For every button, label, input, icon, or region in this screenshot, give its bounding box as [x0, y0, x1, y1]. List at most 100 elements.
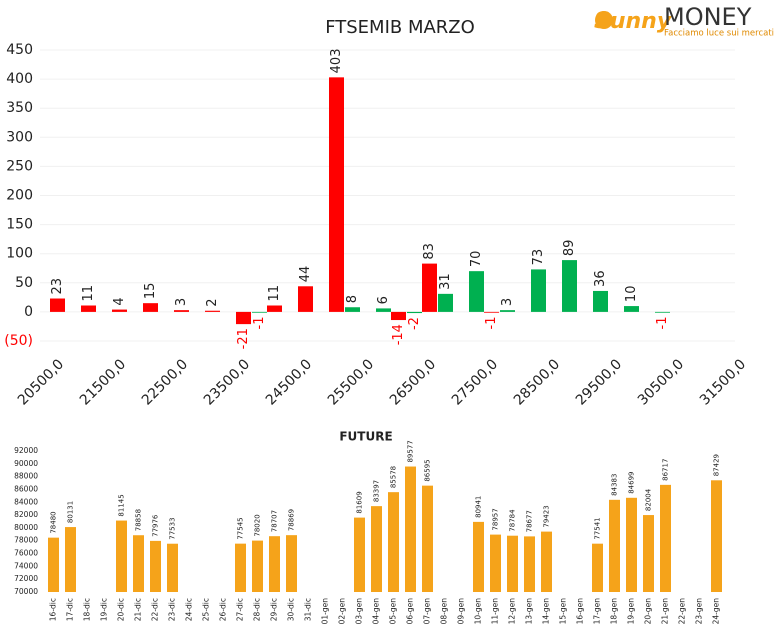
bar	[562, 260, 577, 312]
bar	[50, 298, 65, 312]
x-tick-label: 20-gen	[644, 598, 653, 625]
data-label: 81145	[118, 494, 126, 516]
x-tick-label: 17-gen	[593, 598, 602, 625]
x-tick-label: 03-gen	[355, 598, 364, 625]
x-tick-label: 01-gen	[321, 598, 330, 625]
data-label: 78707	[271, 510, 279, 532]
x-tick-label: 31500,0	[697, 356, 749, 408]
bar	[112, 309, 127, 312]
y-tick-label: 90000	[14, 459, 38, 468]
bar	[660, 484, 671, 592]
bar	[167, 543, 178, 592]
y-tick-label: 78000	[14, 536, 38, 545]
logo: Sunny MONEY Facciamo luce sui mercati	[594, 3, 774, 39]
y-tick-label: 50	[15, 275, 33, 291]
bar	[286, 535, 297, 592]
data-label: 87429	[713, 454, 721, 476]
x-tick-label: 05-gen	[389, 598, 398, 625]
y-tick-label: 200	[6, 188, 33, 204]
data-label: 84699	[628, 472, 636, 494]
data-label: 83397	[373, 480, 381, 502]
bar	[484, 311, 499, 313]
data-label: 83	[422, 243, 437, 260]
data-label: -2	[407, 317, 422, 330]
logo-brand: Sunny	[594, 9, 673, 34]
x-tick-label: 02-gen	[338, 598, 347, 625]
bar	[205, 310, 220, 312]
x-tick-label: 21-dic	[134, 598, 143, 621]
data-label: 77541	[594, 517, 602, 539]
x-tick-label: 16-dic	[49, 598, 58, 621]
x-tick-label: 28-dic	[253, 598, 262, 621]
x-tick-label: 26-dic	[219, 598, 228, 621]
x-tick-label: 19-dic	[100, 598, 109, 621]
logo-brand2: MONEY	[664, 3, 752, 31]
bar	[405, 466, 416, 592]
data-label: 86595	[424, 459, 432, 481]
bar	[48, 537, 59, 592]
y-tick-label: 88000	[14, 472, 38, 481]
data-label: 85578	[390, 466, 398, 488]
bar	[711, 480, 722, 592]
x-tick-label: 26500,0	[387, 356, 439, 408]
bar	[473, 521, 484, 592]
bar	[116, 520, 127, 592]
x-tick-label: 28500,0	[511, 356, 563, 408]
data-label: 78677	[526, 510, 534, 532]
x-tick-label: 18-dic	[83, 598, 92, 621]
data-label: 80941	[475, 496, 483, 518]
x-tick-label: 23-gen	[695, 598, 704, 625]
bar	[150, 540, 161, 592]
data-label: 80131	[67, 501, 75, 523]
y-tick-label: 72000	[14, 574, 38, 583]
bar	[267, 305, 282, 312]
x-tick-label: 11-gen	[491, 598, 500, 625]
x-tick-label: 31-dic	[304, 598, 313, 621]
bar	[422, 485, 433, 592]
y-tick-label: 80000	[14, 523, 38, 532]
bar	[371, 506, 382, 592]
data-label: -1	[252, 316, 267, 329]
data-label: -21	[236, 328, 251, 349]
x-tick-label: 06-gen	[406, 598, 415, 625]
x-tick-label: 29-dic	[270, 598, 279, 621]
x-tick-label: 25-dic	[202, 598, 211, 621]
x-tick-label: 12-gen	[508, 598, 517, 625]
data-label: -1	[484, 316, 499, 329]
x-tick-label: 09-gen	[457, 598, 466, 625]
x-tick-label: 14-gen	[542, 598, 551, 625]
x-tick-label: 24-gen	[712, 598, 721, 625]
x-tick-label: 21-gen	[661, 598, 670, 625]
bar	[469, 271, 484, 312]
data-label: 44	[298, 266, 313, 283]
data-label: 77976	[152, 514, 160, 537]
data-label: 78858	[135, 509, 143, 531]
y-tick-label: 250	[6, 158, 33, 174]
y-tick-label: 84000	[14, 497, 38, 506]
bar	[298, 286, 313, 312]
bar	[391, 311, 406, 321]
data-label: 70	[469, 251, 484, 268]
data-label: 84383	[611, 474, 619, 496]
x-tick-label: 23500,0	[201, 356, 253, 408]
data-label: 36	[593, 270, 608, 287]
bar	[252, 311, 267, 313]
bar	[490, 534, 501, 592]
logo-tagline: Facciamo luce sui mercati	[664, 29, 774, 39]
x-tick-label: 10-gen	[474, 598, 483, 625]
data-label: 3	[174, 298, 189, 306]
data-label: -1	[655, 316, 670, 329]
x-tick-label: 29500,0	[573, 356, 625, 408]
y-tick-label: 400	[6, 71, 33, 87]
x-tick-label: 20-dic	[117, 598, 126, 621]
bar	[655, 311, 670, 313]
bar	[438, 293, 453, 312]
x-tick-label: 13-gen	[525, 598, 534, 625]
data-label: 15	[143, 283, 158, 300]
data-label: 78957	[492, 508, 500, 530]
x-tick-label: 23-dic	[168, 598, 177, 621]
bar	[329, 77, 344, 312]
data-label: -14	[391, 324, 406, 345]
y-tick-label: (50)	[4, 333, 33, 349]
y-tick-label: 0	[24, 304, 33, 320]
